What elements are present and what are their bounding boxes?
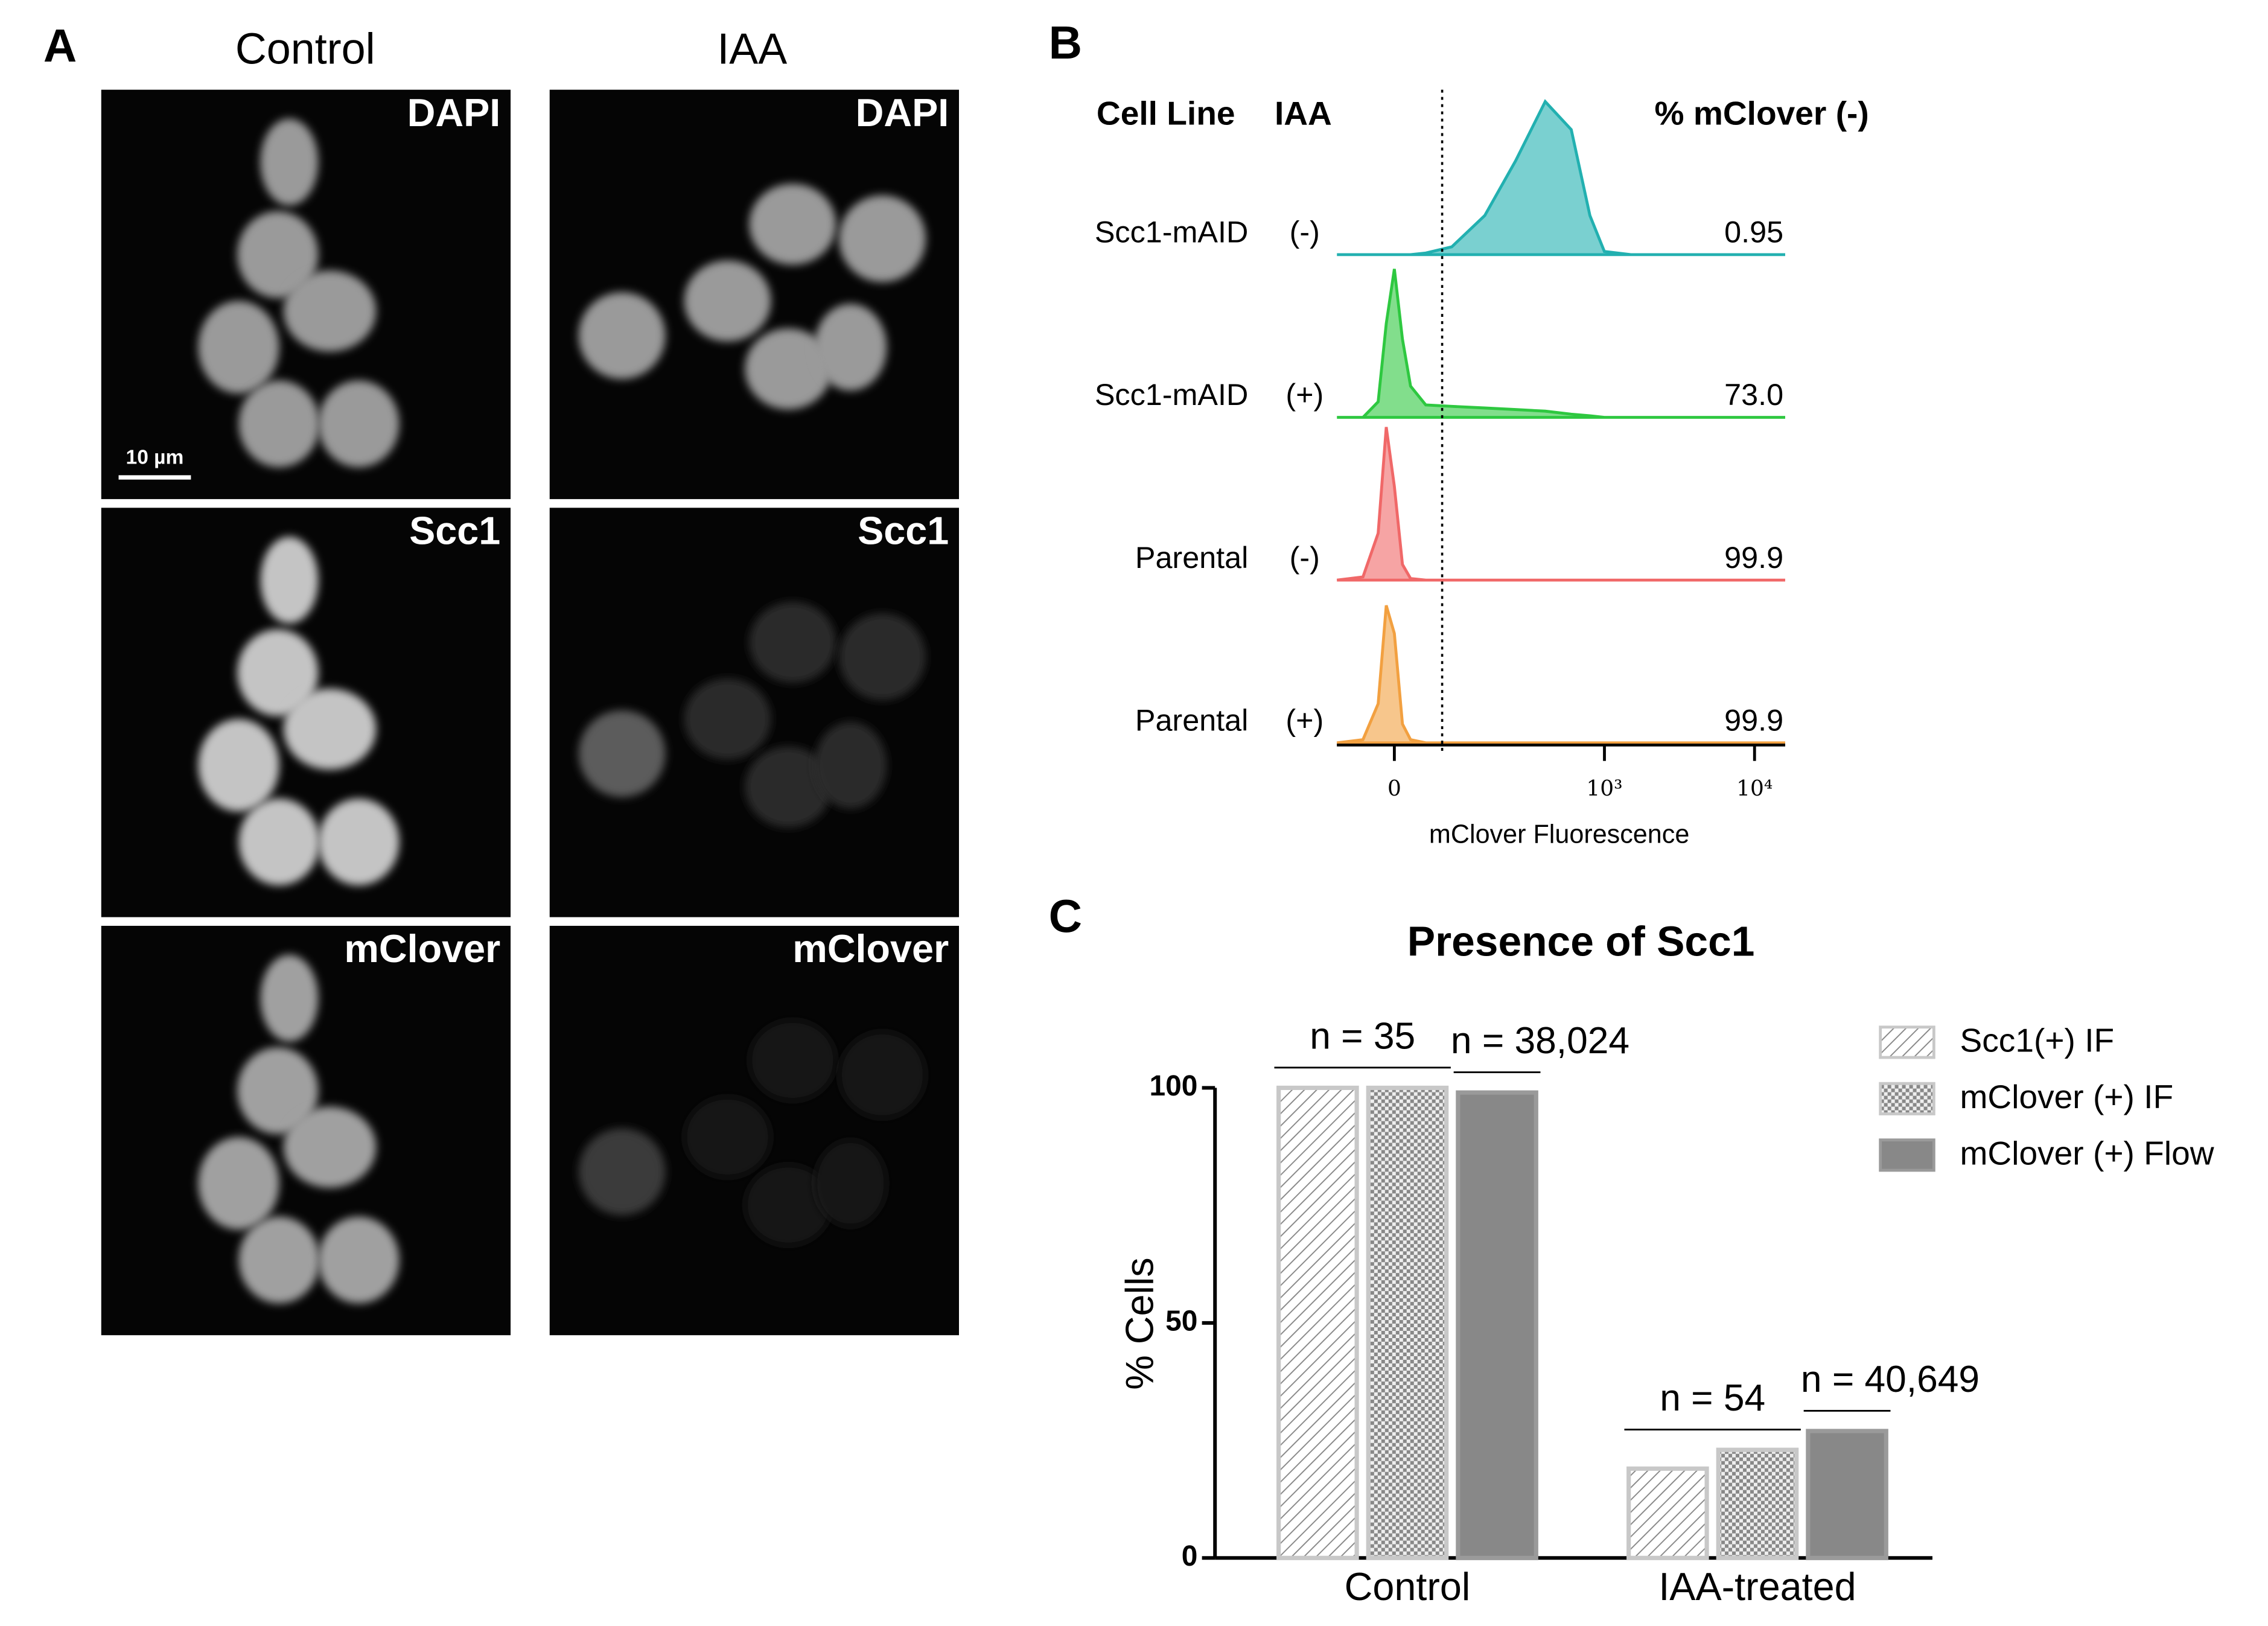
chart-title: Presence of Scc1 (1407, 917, 1755, 964)
bar (1276, 1085, 1359, 1560)
nucleus (684, 678, 771, 760)
x-tick-label: 10⁴ (1736, 776, 1773, 801)
panel-label: C (1049, 891, 1082, 943)
bar (1456, 1090, 1538, 1560)
column-header: % mClover (-) (1655, 94, 1869, 132)
histogram (1337, 269, 1785, 419)
nucleus (814, 722, 887, 809)
channel-label: mClover (792, 926, 949, 971)
nucleus (198, 1137, 279, 1230)
x-tick-label: IAA-treated (1658, 1564, 1856, 1608)
channel-label: DAPI (407, 91, 501, 135)
y-axis-label: % Cells (1117, 1257, 1161, 1389)
channel-label: Scc1 (858, 509, 949, 553)
bar (1716, 1447, 1799, 1560)
x-tick-label: Control (1345, 1564, 1471, 1608)
percent-label: 99.9 (1724, 540, 1783, 575)
percent-label: 73.0 (1724, 377, 1783, 412)
nucleus (318, 799, 400, 885)
annotation: n = 35 (1310, 1015, 1415, 1057)
nucleus (238, 1216, 320, 1304)
nucleus (749, 602, 836, 683)
legend-swatch (1879, 1025, 1935, 1059)
scale-bar-label: 10 µm (126, 447, 184, 469)
nucleus (238, 799, 320, 885)
iaa-sign: (-) (1290, 215, 1320, 249)
nucleus (745, 328, 832, 410)
cell-line: Parental (1135, 703, 1248, 738)
iaa-sign: (+) (1285, 703, 1324, 738)
histogram (1336, 605, 1785, 745)
micrographs: DAPI DAPI Scc1 Scc1 mClover mClover (101, 89, 960, 1336)
annotation: n = 54 (1660, 1377, 1765, 1419)
nucleus (238, 380, 320, 468)
y-tick-label: 0 (1182, 1540, 1198, 1572)
y-tick-label: 50 (1165, 1305, 1197, 1337)
y-tick-label: 100 (1149, 1070, 1197, 1102)
nucleus (745, 746, 832, 827)
column-header: Cell Line (1097, 94, 1235, 132)
nucleus (684, 260, 771, 342)
nucleus (198, 719, 279, 812)
legend-label: mClover (+) IF (1960, 1078, 2174, 1115)
nucleus (260, 954, 319, 1042)
nucleus (749, 1019, 836, 1101)
nucleus (237, 629, 319, 716)
column-header: IAA (717, 25, 787, 73)
nucleus (260, 537, 319, 624)
nucleus (237, 1047, 319, 1135)
nucleus (318, 380, 400, 468)
nucleus (283, 688, 377, 770)
cell-line: Scc1-mAID (1095, 215, 1248, 249)
panel-label: B (1049, 18, 1082, 69)
nucleus (283, 1106, 377, 1188)
nucleus (839, 1031, 926, 1118)
nucleus (260, 118, 319, 206)
nucleus (814, 1140, 887, 1227)
bar (1366, 1085, 1449, 1560)
percent-label: 0.95 (1724, 215, 1783, 249)
legend-label: mClover (+) Flow (1960, 1135, 2214, 1172)
column-header: Control (235, 25, 375, 73)
histogram (1337, 99, 1785, 257)
bar (1806, 1429, 1888, 1560)
histogram (1336, 427, 1785, 582)
bar (1626, 1466, 1709, 1560)
nucleus (198, 301, 279, 394)
nucleus (814, 304, 887, 391)
nucleus (749, 183, 836, 265)
x-tick-label: 0 (1387, 776, 1401, 801)
channel-label: mClover (344, 926, 500, 971)
annotation: n = 38,024 (1451, 1020, 1629, 1062)
nucleus (684, 1096, 771, 1178)
channel-label: DAPI (856, 91, 949, 135)
nucleus (578, 710, 666, 797)
cell-line: Scc1-mAID (1095, 377, 1248, 412)
legend-label: Scc1(+) IF (1960, 1022, 2115, 1059)
panel-label: A (43, 21, 77, 72)
nucleus (745, 1164, 832, 1246)
nucleus (839, 613, 926, 701)
cell-line: Parental (1135, 540, 1248, 575)
iaa-sign: (+) (1285, 377, 1324, 412)
x-tick-label: 10³ (1586, 776, 1622, 801)
percent-label: 99.9 (1724, 703, 1783, 738)
legend-swatch (1879, 1138, 1935, 1172)
nucleus (318, 1216, 400, 1304)
annotation: n = 40,649 (1801, 1359, 1980, 1400)
nucleus (283, 270, 377, 352)
channel-label: Scc1 (409, 509, 500, 553)
legend-swatch (1879, 1082, 1935, 1115)
nucleus (578, 1128, 666, 1216)
x-axis-label: mClover Fluorescence (1429, 820, 1689, 849)
nucleus (237, 211, 319, 298)
column-header: IAA (1275, 94, 1332, 132)
nucleus (578, 292, 666, 379)
iaa-sign: (-) (1290, 540, 1320, 575)
nucleus (839, 195, 926, 282)
